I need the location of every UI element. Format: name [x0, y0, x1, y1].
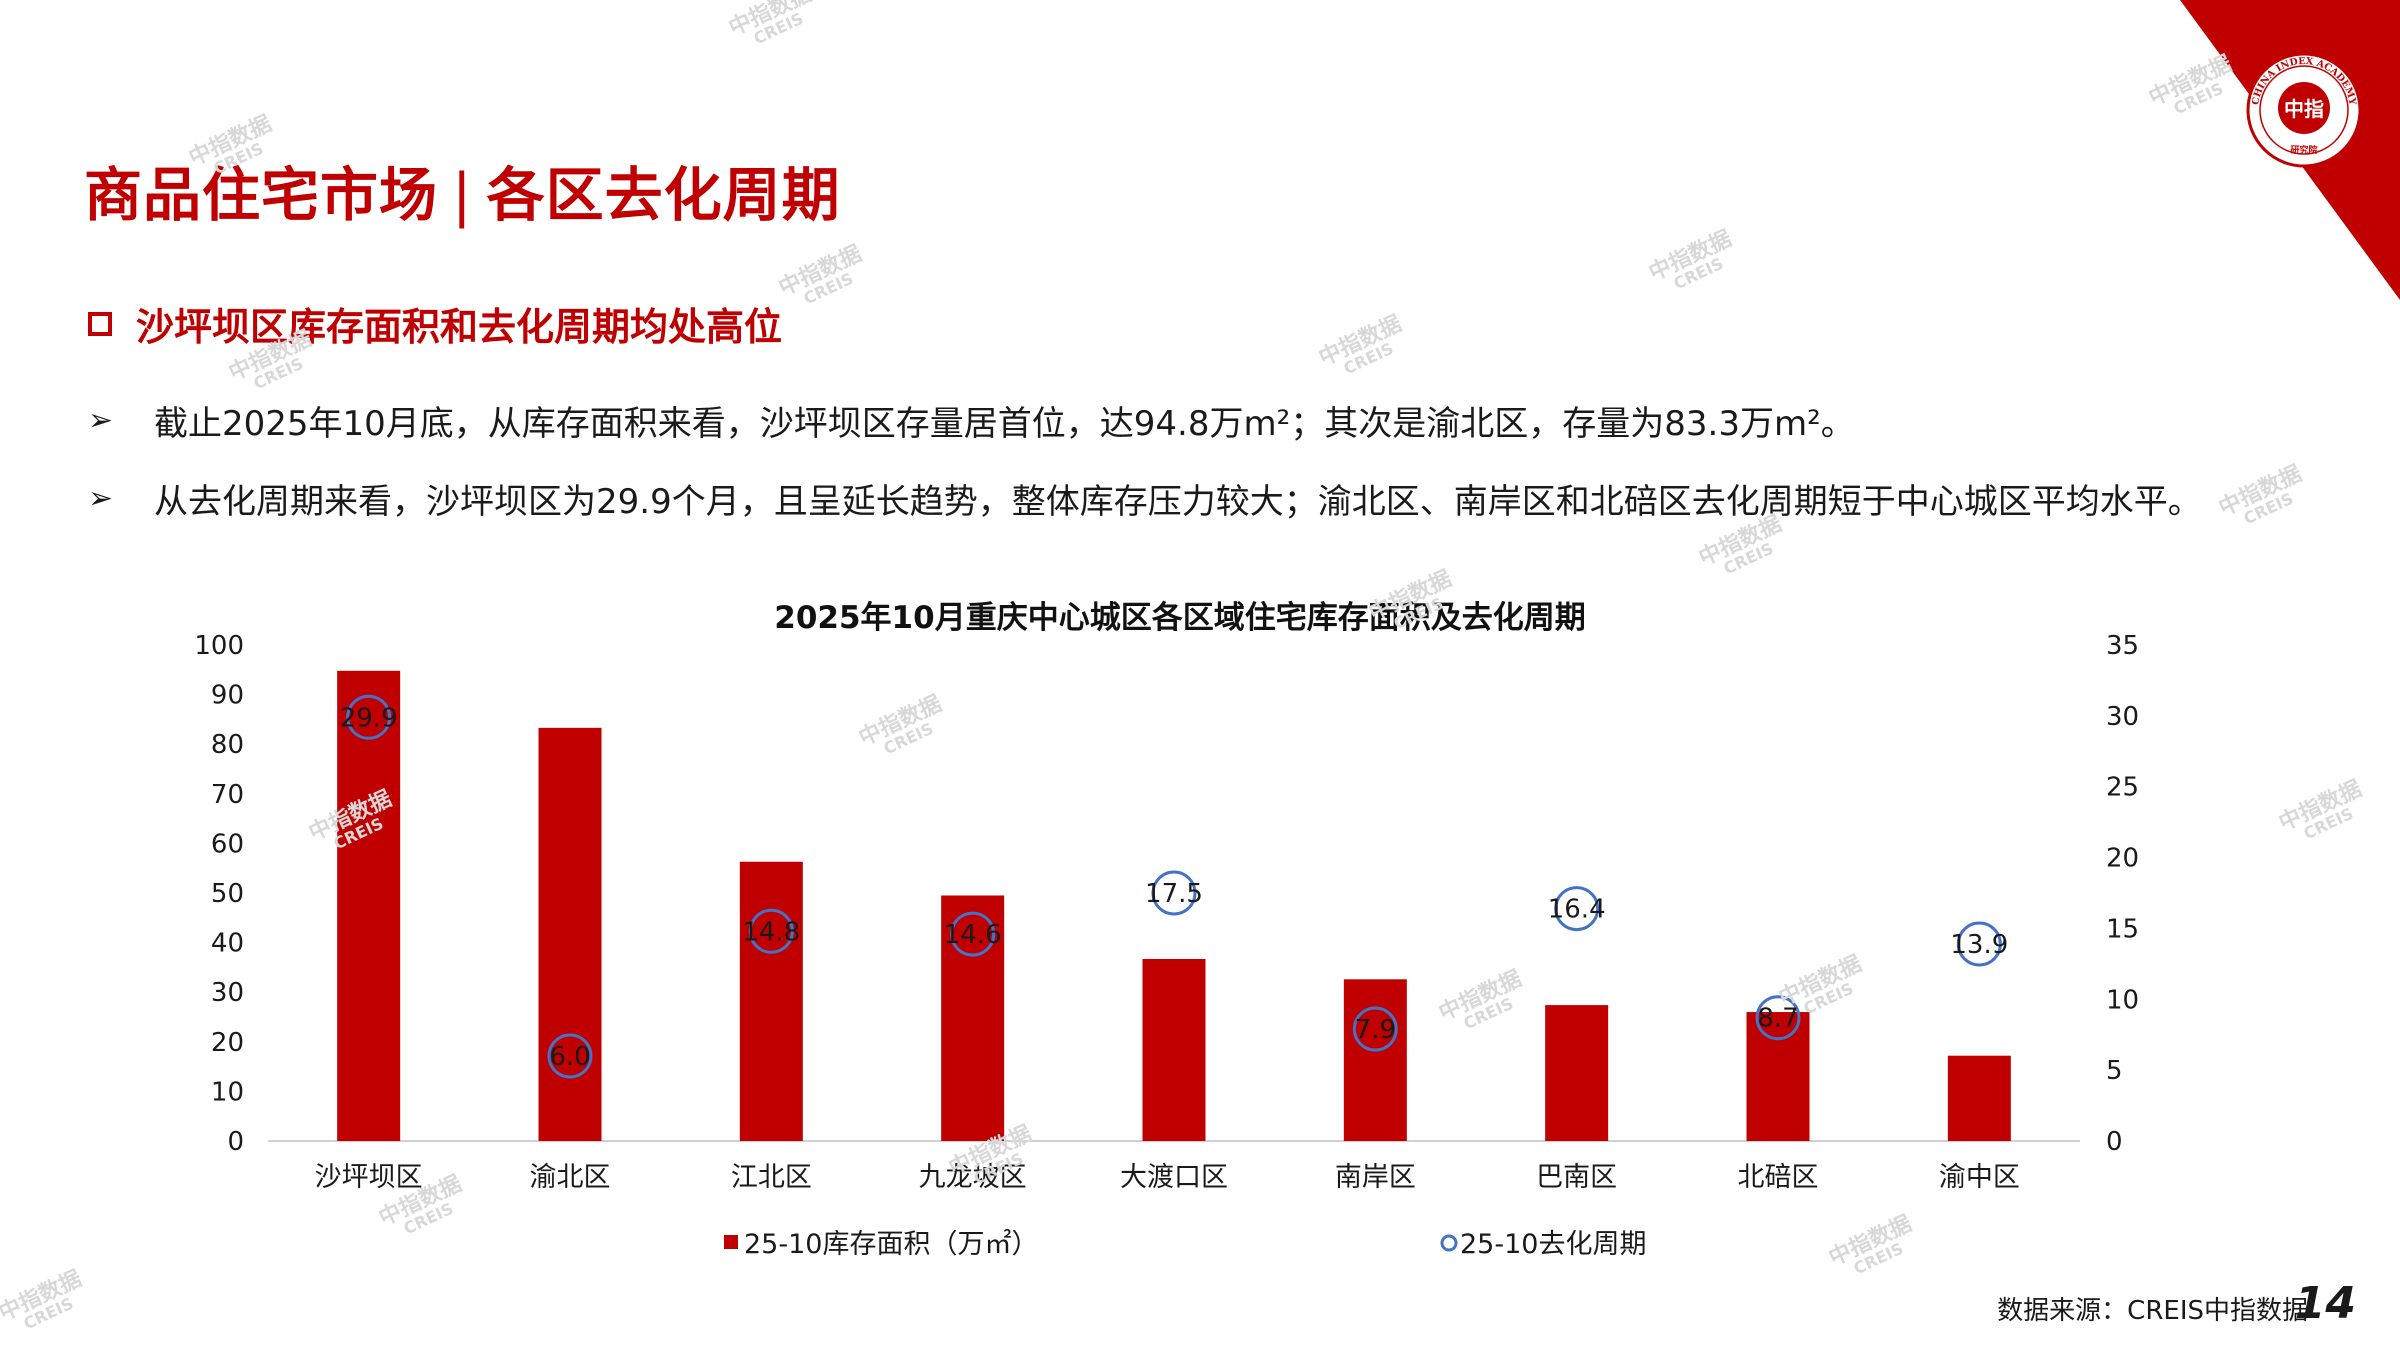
section-heading: 沙坪坝区库存面积和去化周期均处高位	[88, 296, 782, 351]
y-left-tick-label: 40	[211, 929, 244, 959]
y-left-tick-label: 50	[211, 879, 244, 909]
page-title-left: 商品住宅市场	[84, 161, 439, 229]
data-label: 29.9	[340, 703, 398, 733]
category-label: 沙坪坝区	[315, 1162, 423, 1193]
legend-marker-label: 25-10去化周期	[1460, 1229, 1646, 1260]
data-label: 13.9	[1950, 930, 2008, 960]
bar	[337, 670, 401, 1141]
data-point	[547, 1033, 593, 1079]
data-point	[1554, 886, 1600, 932]
section-heading-text: 沙坪坝区库存面积和去化周期均处高位	[136, 305, 783, 349]
page-title: 商品住宅市场 | 各区去化周期	[84, 148, 841, 232]
bar	[538, 727, 602, 1141]
chart-title: 2025年10月重庆中心城区各区域住宅库存面积及去化周期	[774, 600, 1586, 636]
bar	[1746, 1012, 1810, 1141]
data-label: 14.8	[742, 917, 800, 947]
y-left-tick-label: 100	[194, 631, 244, 661]
y-left-tick-label: 90	[211, 681, 244, 711]
legend-bar-swatch	[724, 1235, 738, 1249]
data-label: 6.0	[549, 1042, 590, 1072]
data-point	[1755, 995, 1801, 1041]
page-number: 14	[2294, 1278, 2356, 1329]
bar	[1947, 1055, 2011, 1141]
page-title-right: 各区去化周期	[486, 161, 841, 229]
data-label: 14.6	[944, 920, 1002, 950]
y-left-tick-label: 30	[211, 978, 244, 1008]
data-source: 数据来源：CREIS中指数据	[1997, 1296, 2308, 1326]
arrow-bullet-icon: ➢	[88, 403, 114, 438]
data-point	[1352, 1006, 1398, 1052]
title-separator: |	[452, 161, 473, 229]
y-right-tick-label: 5	[2106, 1056, 2123, 1086]
academy-logo: CHINA INDEX ACADEMY 中指 研究院	[2246, 52, 2362, 168]
bullet-text: 从去化周期来看，沙坪坝区为29.9个月，且呈延长趋势，整体库存压力较大；渝北区、…	[154, 482, 2202, 522]
logo-bottom-text: 研究院	[2290, 144, 2317, 156]
data-label: 8.7	[1757, 1004, 1798, 1034]
y-right-tick-label: 35	[2106, 631, 2139, 661]
bar	[739, 861, 803, 1141]
bar	[1142, 958, 1206, 1141]
category-label: 渝北区	[530, 1162, 611, 1193]
data-label: 7.9	[1355, 1015, 1396, 1045]
y-right-tick-label: 25	[2106, 773, 2139, 803]
arrow-bullet-icon: ➢	[88, 481, 114, 516]
y-left-tick-label: 10	[211, 1077, 244, 1107]
bar	[1545, 1005, 1609, 1141]
data-point	[748, 908, 794, 954]
y-left-tick-label: 0	[227, 1127, 244, 1157]
data-point	[950, 911, 996, 957]
bullet-text: 截止2025年10月底，从库存面积来看，沙坪坝区存量居首位，达94.8万m²；其…	[154, 404, 1855, 444]
logo-text: 中指	[2284, 97, 2324, 121]
data-label: 16.4	[1548, 895, 1606, 925]
category-label: 大渡口区	[1120, 1162, 1228, 1193]
y-left-tick-label: 80	[211, 730, 244, 760]
y-left-tick-label: 60	[211, 829, 244, 859]
category-label: 北碚区	[1738, 1162, 1819, 1193]
data-point	[1956, 921, 2002, 967]
y-right-tick-label: 20	[2106, 844, 2139, 874]
checkbox-square-icon	[88, 311, 112, 336]
y-right-tick-label: 30	[2106, 702, 2139, 732]
bar	[1343, 979, 1407, 1141]
y-left-tick-label: 20	[211, 1028, 244, 1058]
data-point	[1151, 870, 1197, 916]
data-label: 17.5	[1145, 879, 1203, 909]
category-label: 巴南区	[1536, 1162, 1617, 1193]
legend-marker-swatch	[1440, 1234, 1458, 1252]
category-label: 渝中区	[1939, 1162, 2020, 1193]
bullet-item: ➢ 截止2025年10月底，从库存面积来看，沙坪坝区存量居首位，达94.8万m²…	[88, 396, 1855, 445]
y-right-tick-label: 0	[2106, 1127, 2123, 1157]
y-left-tick-label: 70	[211, 780, 244, 810]
y-right-tick-label: 10	[2106, 985, 2139, 1015]
y-right-tick-label: 15	[2106, 914, 2139, 944]
data-point	[346, 694, 392, 740]
legend-bar-label: 25-10库存面积（万㎡）	[744, 1229, 1038, 1260]
category-label: 九龙坡区	[919, 1162, 1027, 1193]
bullet-item: ➢ 从去化周期来看，沙坪坝区为29.9个月，且呈延长趋势，整体库存压力较大；渝北…	[88, 474, 2202, 523]
category-label: 南岸区	[1335, 1162, 1416, 1193]
category-label: 江北区	[731, 1162, 812, 1193]
